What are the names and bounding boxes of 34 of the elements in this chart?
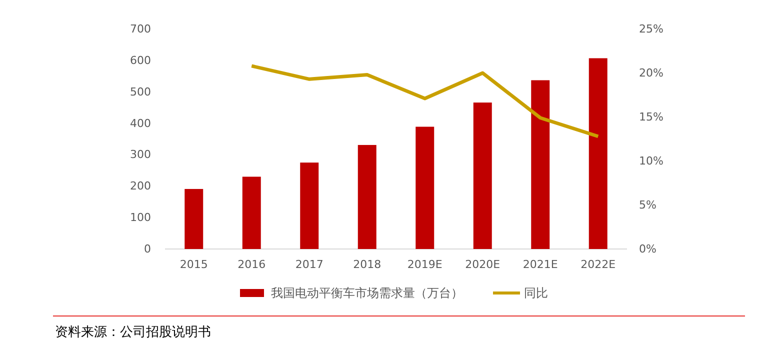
y-tick-label: 700 [130, 22, 151, 36]
y2-tick-label: 20% [639, 66, 664, 80]
y-tick-label: 600 [130, 54, 151, 67]
x-tick-label: 2016 [238, 258, 266, 271]
x-tick-label: 2018 [353, 258, 382, 271]
y-tick-label: 300 [130, 148, 151, 162]
bar [416, 126, 434, 249]
x-tick-label: 2017 [295, 258, 324, 271]
x-tick-label: 2021E [522, 258, 558, 271]
line-series [250, 64, 600, 138]
y2-tick-label: 25% [639, 22, 664, 36]
y2-tick-label: 5% [639, 198, 656, 212]
y-tick-label: 500 [130, 85, 151, 98]
bar [184, 188, 204, 249]
bar [358, 144, 376, 249]
y-tick-label: 200 [130, 180, 151, 193]
bar [300, 162, 319, 249]
y2-tick-label: 15% [639, 110, 664, 124]
y-tick-label: 400 [130, 116, 151, 130]
legend-label: 我国电动平衡车市场需求量（万台） [271, 286, 463, 300]
text: 资料来源：公司招股说明书 [55, 325, 211, 340]
bar [531, 80, 550, 249]
bar [242, 176, 261, 249]
x-tick-label: 2019E [407, 258, 442, 271]
x-tick-label: 2022E [580, 258, 616, 271]
y2-tick-label: 0% [639, 242, 656, 256]
x-tick-label: 2020E [465, 258, 500, 271]
legend-label: 同比 [524, 286, 548, 300]
bar [473, 102, 492, 249]
y2-tick-label: 10% [639, 154, 664, 168]
bar [588, 58, 608, 249]
x-tick-label: 2015 [180, 258, 208, 271]
y-tick-label: 0 [144, 242, 151, 256]
y-tick-label: 100 [130, 211, 151, 224]
